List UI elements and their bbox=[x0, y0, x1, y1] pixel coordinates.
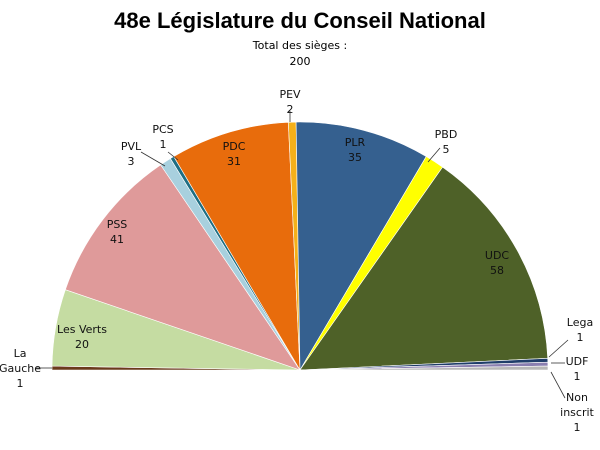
leader-line-pvl bbox=[140, 151, 166, 167]
chart-subtitle: Total des sièges : 200 bbox=[200, 38, 400, 70]
slice-pdc bbox=[173, 121, 301, 371]
data-label-udc: UDC 58 bbox=[485, 249, 510, 277]
data-label-plr: PLR 35 bbox=[345, 136, 366, 164]
slice-plr bbox=[295, 121, 427, 372]
data-label-udf: UDF 1 bbox=[566, 355, 589, 383]
leader-line-lega bbox=[548, 339, 569, 358]
data-label-pdc: PDC 31 bbox=[223, 140, 246, 168]
data-label-lega: Lega 1 bbox=[567, 316, 593, 344]
slice-non-inscrit bbox=[299, 365, 549, 371]
data-label-les-verts: Les Verts 20 bbox=[57, 323, 107, 351]
data-label-pcs: PCS 1 bbox=[152, 123, 173, 151]
data-label-pbd: PBD 5 bbox=[435, 128, 458, 156]
subtitle-line-1: Total des sièges : bbox=[252, 39, 348, 52]
subtitle-line-2: 200 bbox=[289, 55, 311, 68]
data-label-pev: PEV 2 bbox=[279, 88, 301, 116]
slice-pss bbox=[64, 164, 301, 371]
data-label-pvl: PVL 3 bbox=[121, 140, 142, 168]
data-label-non-inscrit: Non inscrit 1 bbox=[560, 391, 594, 434]
leader-line-pbd bbox=[427, 147, 441, 163]
chart-title: 48e Législature du Conseil National bbox=[114, 8, 486, 33]
leader-line-non-inscrit bbox=[550, 371, 566, 399]
slice-udc bbox=[299, 166, 549, 371]
data-label-la-gauche: La Gauche 1 bbox=[0, 347, 41, 390]
leader-line-pcs bbox=[167, 151, 179, 161]
data-label-pss: PSS 41 bbox=[107, 218, 128, 246]
